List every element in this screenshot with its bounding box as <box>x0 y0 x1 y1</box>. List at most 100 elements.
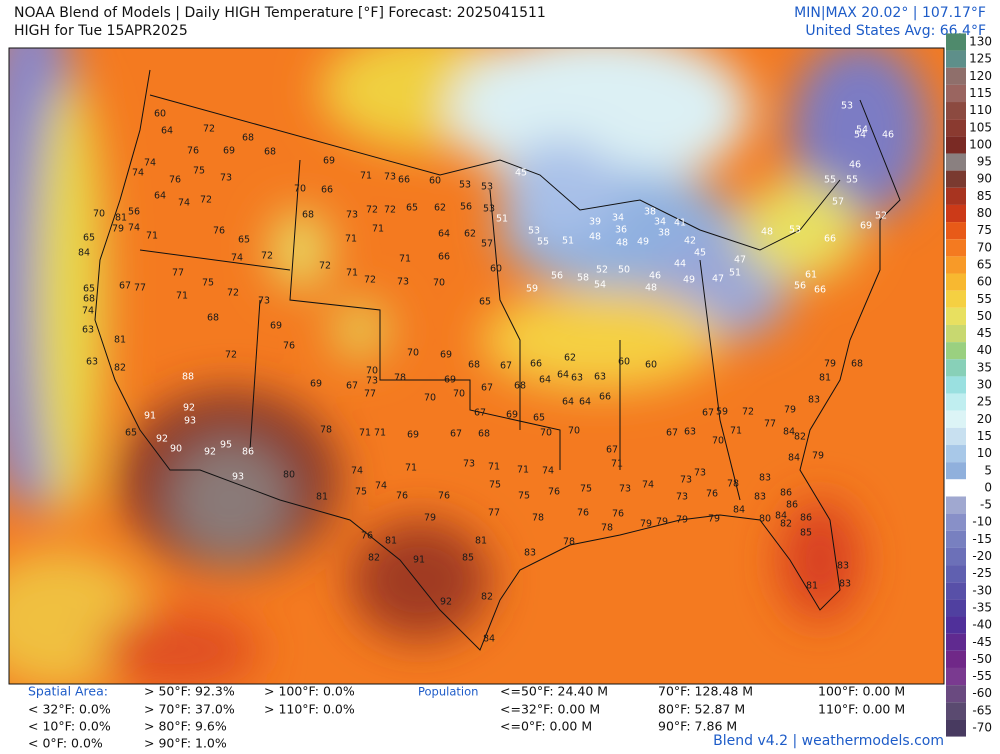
station-value: 70 <box>433 278 445 289</box>
station-value: 77 <box>172 268 184 279</box>
station-value: 60 <box>645 360 657 371</box>
station-value: 65 <box>479 297 491 308</box>
station-value: 84 <box>783 427 795 438</box>
colorbar-label: 5 <box>984 463 992 477</box>
colorbar-label: -25 <box>972 566 992 580</box>
colorbar-label: -40 <box>972 618 992 632</box>
station-value: 79 <box>640 519 652 530</box>
station-value: 80 <box>283 470 295 481</box>
station-value: 92 <box>156 434 168 445</box>
colorbar-cell <box>946 153 966 171</box>
colorbar-label: 90 <box>977 172 992 186</box>
station-value: 76 <box>361 531 373 542</box>
station-value: 61 <box>805 270 817 281</box>
station-value: 63 <box>571 373 583 384</box>
population-stat: 90°F: 7.86 M <box>658 719 737 734</box>
population-stat: <=0°F: 0.00 M <box>500 719 592 734</box>
station-value: 38 <box>644 207 656 218</box>
colorbar-cell <box>946 702 966 720</box>
station-value: 92 <box>440 597 452 608</box>
colorbar-cell <box>946 719 966 737</box>
station-value: 48 <box>616 238 628 249</box>
colorbar-cell <box>946 239 966 257</box>
colorbar-cell <box>946 33 966 51</box>
station-value: 73 <box>384 172 396 183</box>
station-value: 86 <box>786 500 798 511</box>
station-value: 73 <box>220 173 232 184</box>
station-value: 67 <box>450 429 462 440</box>
station-value: 68 <box>207 313 219 324</box>
station-value: 72 <box>742 407 754 418</box>
station-value: 53 <box>481 182 493 193</box>
station-value: 55 <box>537 237 549 248</box>
station-value: 74 <box>144 158 156 169</box>
boundaries <box>94 69 901 651</box>
station-value: 68 <box>514 381 526 392</box>
area-stat: > 110°F: 0.0% <box>264 702 355 717</box>
colorbar-label: -35 <box>972 600 992 614</box>
title: NOAA Blend of Models | Daily HIGH Temper… <box>14 5 546 21</box>
station-value: 75 <box>355 487 367 498</box>
population-stat: <=32°F: 0.00 M <box>500 702 600 717</box>
colorbar-cell <box>946 410 966 428</box>
station-value: 49 <box>637 237 649 248</box>
colorbar-cell <box>946 170 966 188</box>
colorbar-label: -70 <box>972 721 992 735</box>
station-value: 80 <box>759 514 771 525</box>
station-value: 70 <box>424 393 436 404</box>
station-value: 74 <box>375 481 387 492</box>
station-value: 82 <box>481 592 493 603</box>
station-value: 63 <box>86 357 98 368</box>
station-value: 73 <box>346 210 358 221</box>
station-value: 69 <box>860 221 872 232</box>
station-value: 66 <box>321 185 333 196</box>
station-value: 79 <box>784 405 796 416</box>
station-value: 46 <box>649 271 661 282</box>
station-value: 64 <box>438 229 450 240</box>
colorbar-label: 125 <box>969 52 992 66</box>
station-value: 67 <box>474 408 486 419</box>
station-value: 70 <box>407 348 419 359</box>
colorbar-cell <box>946 136 966 154</box>
station-value: 73 <box>366 376 378 387</box>
station-value: 68 <box>851 359 863 370</box>
station-value: 66 <box>438 252 450 263</box>
station-value: 67 <box>119 281 131 292</box>
colorbar-cell <box>946 650 966 668</box>
station-value: 68 <box>264 147 276 158</box>
station-value: 71 <box>176 291 188 302</box>
station-value: 64 <box>154 191 166 202</box>
station-value: 81 <box>806 581 818 592</box>
colorbar-cell <box>946 685 966 703</box>
station-value: 83 <box>839 579 851 590</box>
station-value: 85 <box>800 528 812 539</box>
station-value: 76 <box>187 146 199 157</box>
station-value: 67 <box>481 383 493 394</box>
colorbar-label: 100 <box>969 137 992 151</box>
station-value: 71 <box>346 268 358 279</box>
station-value: 82 <box>780 519 792 530</box>
station-value: 76 <box>438 491 450 502</box>
station-value: 73 <box>463 459 475 470</box>
station-value: 65 <box>533 413 545 424</box>
colorbar-label: 20 <box>977 412 992 426</box>
station-value: 71 <box>488 462 500 473</box>
station-value: 70 <box>366 366 378 377</box>
colorbar-cell <box>946 547 966 566</box>
station-value: 75 <box>489 480 501 491</box>
population-stat: 80°F: 52.87 M <box>658 702 745 717</box>
colorbar-label: 110 <box>969 103 992 117</box>
station-value: 59 <box>526 284 538 295</box>
station-value: 81 <box>114 335 126 346</box>
station-value: 69 <box>223 146 235 157</box>
colorbar-cell <box>946 633 966 651</box>
station-value: 91 <box>144 411 156 422</box>
station-value: 75 <box>202 278 214 289</box>
colorbar-label: 45 <box>977 326 992 340</box>
station-value: 77 <box>364 389 376 400</box>
station-value: 92 <box>204 447 216 458</box>
station-value: 48 <box>761 227 773 238</box>
colorbar-label: 115 <box>969 86 992 100</box>
station-value: 57 <box>481 239 493 250</box>
station-value: 69 <box>440 350 452 361</box>
